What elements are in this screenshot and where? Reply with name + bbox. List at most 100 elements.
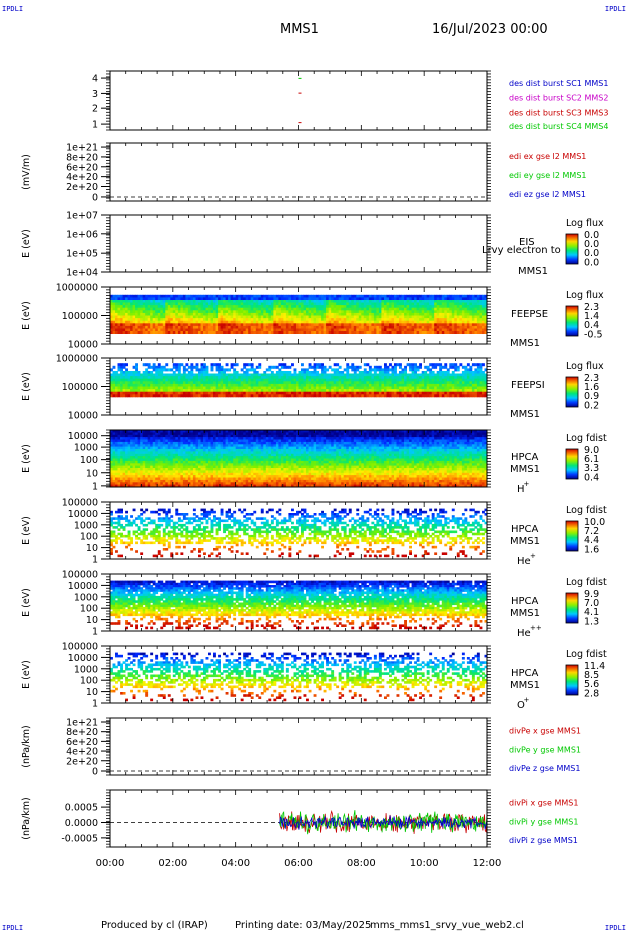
spectrogram-cell [135, 391, 138, 395]
spectrogram-cell [110, 446, 113, 450]
spectrogram-cell [280, 328, 284, 332]
spectrogram-cell [378, 386, 382, 390]
spectrogram-cell [162, 310, 166, 314]
spectrogram-cell [449, 328, 453, 332]
spectrogram-cell [120, 305, 123, 309]
spectrogram-cell [135, 315, 138, 319]
spectrogram-cell [416, 315, 420, 319]
spectrogram-cell [125, 363, 128, 367]
spectrogram-cell [177, 297, 181, 301]
spectrogram-cell [323, 376, 327, 380]
spectrogram-cell [376, 323, 380, 327]
spectrogram-cell [446, 315, 450, 319]
spectrogram-cell [155, 300, 159, 303]
spectrogram-cell [431, 331, 435, 334]
spectrogram-cell [446, 389, 450, 393]
spectrogram-cell [406, 328, 410, 332]
spectrogram-cell [399, 363, 402, 367]
spectrogram-cell [125, 458, 128, 462]
spectrogram-cell [368, 389, 372, 393]
spectrogram-cell [381, 302, 385, 306]
spectrogram-cell [298, 391, 302, 395]
spectrogram-cell [140, 460, 144, 464]
spectrogram-cell [150, 482, 154, 486]
spectrogram-cell [353, 331, 357, 334]
spectrogram-cell [366, 305, 370, 309]
spectrogram-cell [175, 310, 179, 314]
spectrogram-cell [313, 389, 317, 393]
spectrogram-cell [120, 479, 123, 483]
spectrogram-cell [110, 305, 113, 309]
spectrogram-cell [386, 373, 390, 377]
spectrogram-cell [263, 312, 267, 316]
spectrogram-cell [301, 371, 304, 374]
spectrogram-cell [132, 312, 136, 316]
spectrogram-cell [268, 320, 272, 324]
spectrogram-cell [444, 307, 448, 311]
spectrogram-cell [419, 378, 422, 382]
spectrogram-cell [444, 386, 448, 390]
spectrogram-cell [469, 315, 473, 319]
spectrogram-cell [378, 365, 382, 369]
spectrogram-cell [424, 371, 428, 374]
spectrogram-cell [421, 373, 425, 377]
spectrogram-cell [411, 307, 415, 311]
spectrogram-cell [127, 441, 131, 445]
spectrogram-cell [155, 434, 159, 438]
spectrogram-cell [218, 376, 221, 380]
spectrogram-cell [358, 386, 362, 390]
spectrogram-cell [308, 294, 312, 298]
spectrogram-cell [439, 318, 443, 322]
spectrogram-cell [285, 328, 289, 332]
spectrogram-cell [147, 439, 151, 443]
spectrogram-cell [135, 381, 138, 385]
spectrogram-cell [125, 465, 128, 469]
spectrogram-cell [238, 373, 242, 377]
spectrogram-cell [356, 386, 360, 390]
spectrogram-cell [218, 368, 221, 372]
legend-entry: edi ey gse l2 MMS1 [509, 171, 587, 180]
spectrogram-cell [243, 300, 247, 303]
spectrogram-cell [356, 381, 360, 385]
spectrogram-cell [117, 376, 121, 380]
mission-label: MMS1 [510, 409, 540, 420]
spectrogram-cell [243, 307, 247, 311]
spectrogram-cell [338, 325, 342, 329]
spectrogram-cell [482, 305, 485, 309]
spectrogram-cell [223, 323, 226, 327]
spectrogram-cell [333, 381, 337, 385]
spectrogram-cell [127, 386, 131, 390]
spectrogram-cell [162, 389, 166, 393]
spectrogram-cell [313, 325, 317, 329]
spectrogram-cell [220, 383, 224, 387]
spectrogram-cell [313, 371, 317, 374]
spectrogram-cell [255, 328, 259, 332]
spectrogram-cell [381, 328, 385, 332]
spectrogram-cell [343, 331, 347, 334]
spectrogram-cell [328, 365, 332, 369]
spectrogram-cell [466, 294, 470, 298]
spectrogram-cell [368, 394, 372, 398]
spectrogram-cell [333, 376, 337, 380]
spectrogram-cell [341, 394, 345, 398]
spectrogram-cell [268, 381, 272, 385]
spectrogram-cell [268, 331, 272, 334]
spectrogram-cell [436, 294, 440, 298]
spectrogram-cell [416, 325, 420, 329]
spectrogram-cell [135, 320, 138, 324]
spectrogram-cell [225, 368, 229, 372]
spectrogram-cell [127, 310, 131, 314]
spectrogram-cell [177, 315, 181, 319]
spectrogram-cell [132, 381, 136, 385]
spectrogram-cell [140, 439, 144, 443]
spectrogram-cell [306, 300, 309, 303]
spectrogram-cell [328, 323, 332, 327]
spectrogram-cell [419, 320, 422, 324]
spectrogram-cell [170, 315, 174, 319]
spectrogram-cell [115, 468, 118, 471]
spectrogram-cell [394, 297, 397, 301]
spectrogram-cell [110, 475, 113, 478]
spectrogram-cell [137, 320, 141, 324]
spectrogram-cell [233, 302, 237, 306]
spectrogram-cell [135, 297, 138, 301]
